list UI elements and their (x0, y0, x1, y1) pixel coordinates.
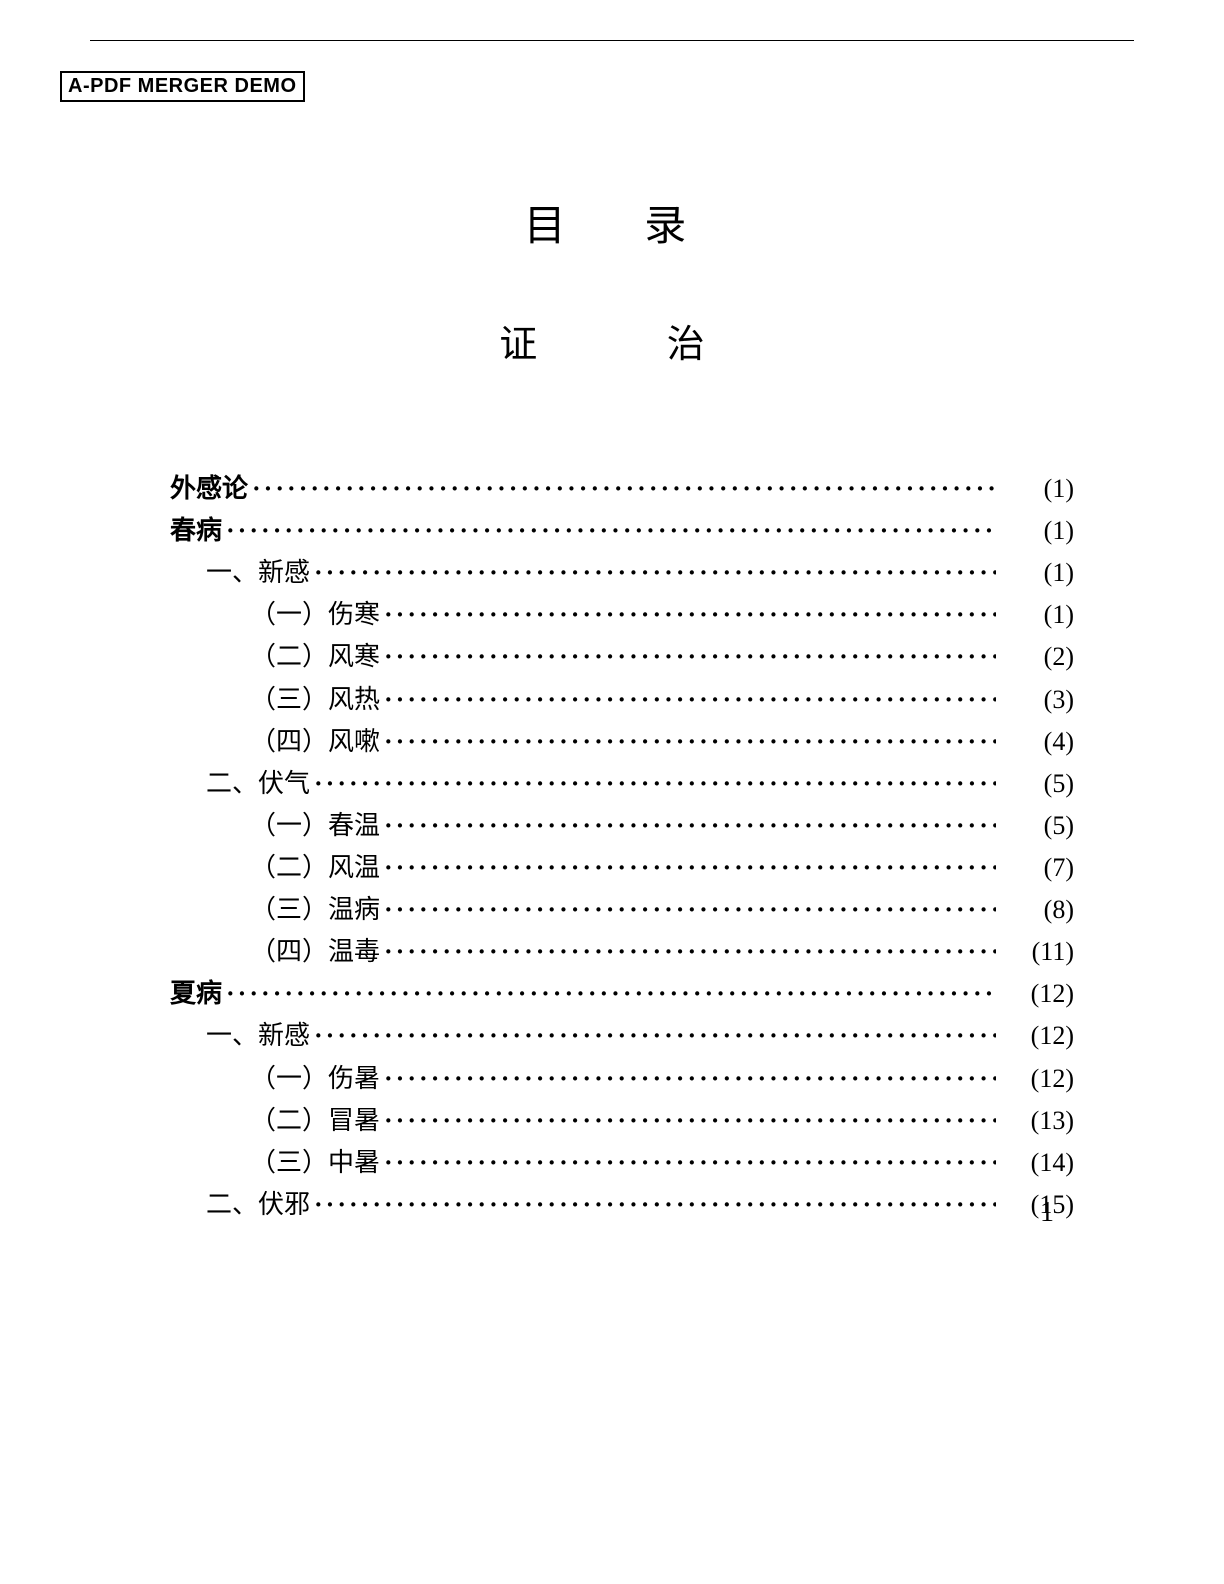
toc-page: (1) (1004, 510, 1074, 552)
toc-leader (226, 510, 996, 552)
toc-row: 二、伏邪 (15) (170, 1184, 1074, 1226)
title-sub: 证 治 (90, 313, 1134, 368)
toc-row: （二）风寒 (2) (170, 636, 1074, 678)
toc-label: （二）风寒 (170, 636, 380, 678)
toc-page: (12) (1004, 1058, 1074, 1100)
top-rule (90, 40, 1134, 41)
toc-page: (12) (1004, 1015, 1074, 1057)
toc-label: 二、伏气 (170, 763, 310, 805)
toc-label: （二）风温 (170, 847, 380, 889)
toc-page: (15) (1004, 1184, 1074, 1226)
toc-row: 一、新感 (12) (170, 1015, 1074, 1057)
toc-page: (1) (1004, 594, 1074, 636)
toc-row: 外感论 (1) (170, 468, 1074, 510)
toc-label: （四）温毒 (170, 931, 380, 973)
toc-leader (384, 847, 996, 889)
toc-leader (384, 721, 996, 763)
toc-page: (5) (1004, 763, 1074, 805)
toc-label: （二）冒暑 (170, 1100, 380, 1142)
toc-row: （一）春温 (5) (170, 805, 1074, 847)
toc-label: 夏病 (170, 973, 222, 1015)
toc-row: 二、伏气 (5) (170, 763, 1074, 805)
toc-row: （三）风热 (3) (170, 679, 1074, 721)
table-of-contents: 外感论 (1) 春病 (1) 一、新感 (1) （一）伤寒 (1) （二）风寒 (2) （三）风热 (… (170, 468, 1074, 1226)
toc-row: （三）温病 (8) (170, 889, 1074, 931)
toc-label: 春病 (170, 510, 222, 552)
toc-page: (3) (1004, 679, 1074, 721)
toc-label: （三）中暑 (170, 1142, 380, 1184)
toc-leader (384, 889, 996, 931)
toc-label: （三）风热 (170, 679, 380, 721)
toc-row: （三）中暑 (14) (170, 1142, 1074, 1184)
watermark-label: A-PDF MERGER DEMO (60, 71, 305, 102)
toc-row: 春病 (1) (170, 510, 1074, 552)
toc-leader (314, 1015, 996, 1057)
toc-row: （四）风嗽 (4) (170, 721, 1074, 763)
title-main: 目 录 (90, 192, 1134, 253)
toc-page: (11) (1004, 931, 1074, 973)
toc-row: （一）伤寒 (1) (170, 594, 1074, 636)
toc-leader (314, 763, 996, 805)
toc-row: 一、新感 (1) (170, 552, 1074, 594)
toc-leader (384, 636, 996, 678)
toc-label: 外感论 (170, 468, 248, 510)
toc-page: (13) (1004, 1100, 1074, 1142)
toc-leader (384, 1100, 996, 1142)
toc-page: (1) (1004, 552, 1074, 594)
toc-label: 二、伏邪 (170, 1184, 310, 1226)
toc-label: 一、新感 (170, 1015, 310, 1057)
toc-leader (384, 1142, 996, 1184)
toc-page: (5) (1004, 805, 1074, 847)
toc-row: （二）风温 (7) (170, 847, 1074, 889)
toc-leader (252, 468, 996, 510)
toc-label: （四）风嗽 (170, 721, 380, 763)
toc-leader (314, 1184, 996, 1226)
toc-page: (1) (1004, 468, 1074, 510)
toc-label: （三）温病 (170, 889, 380, 931)
toc-page: (12) (1004, 973, 1074, 1015)
toc-row: （一）伤暑 (12) (170, 1058, 1074, 1100)
toc-leader (384, 1058, 996, 1100)
toc-leader (384, 679, 996, 721)
toc-row: （四）温毒 (11) (170, 931, 1074, 973)
toc-page: (8) (1004, 889, 1074, 931)
toc-page: (7) (1004, 847, 1074, 889)
toc-label: 一、新感 (170, 552, 310, 594)
toc-page: (4) (1004, 721, 1074, 763)
toc-label: （一）春温 (170, 805, 380, 847)
toc-leader (384, 594, 996, 636)
toc-page: (14) (1004, 1142, 1074, 1184)
toc-label: （一）伤寒 (170, 594, 380, 636)
toc-leader (384, 931, 996, 973)
toc-row: （二）冒暑 (13) (170, 1100, 1074, 1142)
toc-leader (384, 805, 996, 847)
toc-leader (314, 552, 996, 594)
toc-label: （一）伤暑 (170, 1058, 380, 1100)
page-container: A-PDF MERGER DEMO 目 录 证 治 外感论(1)春病(1)一、新… (0, 0, 1224, 1226)
toc-row: 夏病 (12) (170, 973, 1074, 1015)
toc-leader (226, 973, 996, 1015)
page-number: 1 (1040, 1197, 1054, 1229)
toc-page: (2) (1004, 636, 1074, 678)
